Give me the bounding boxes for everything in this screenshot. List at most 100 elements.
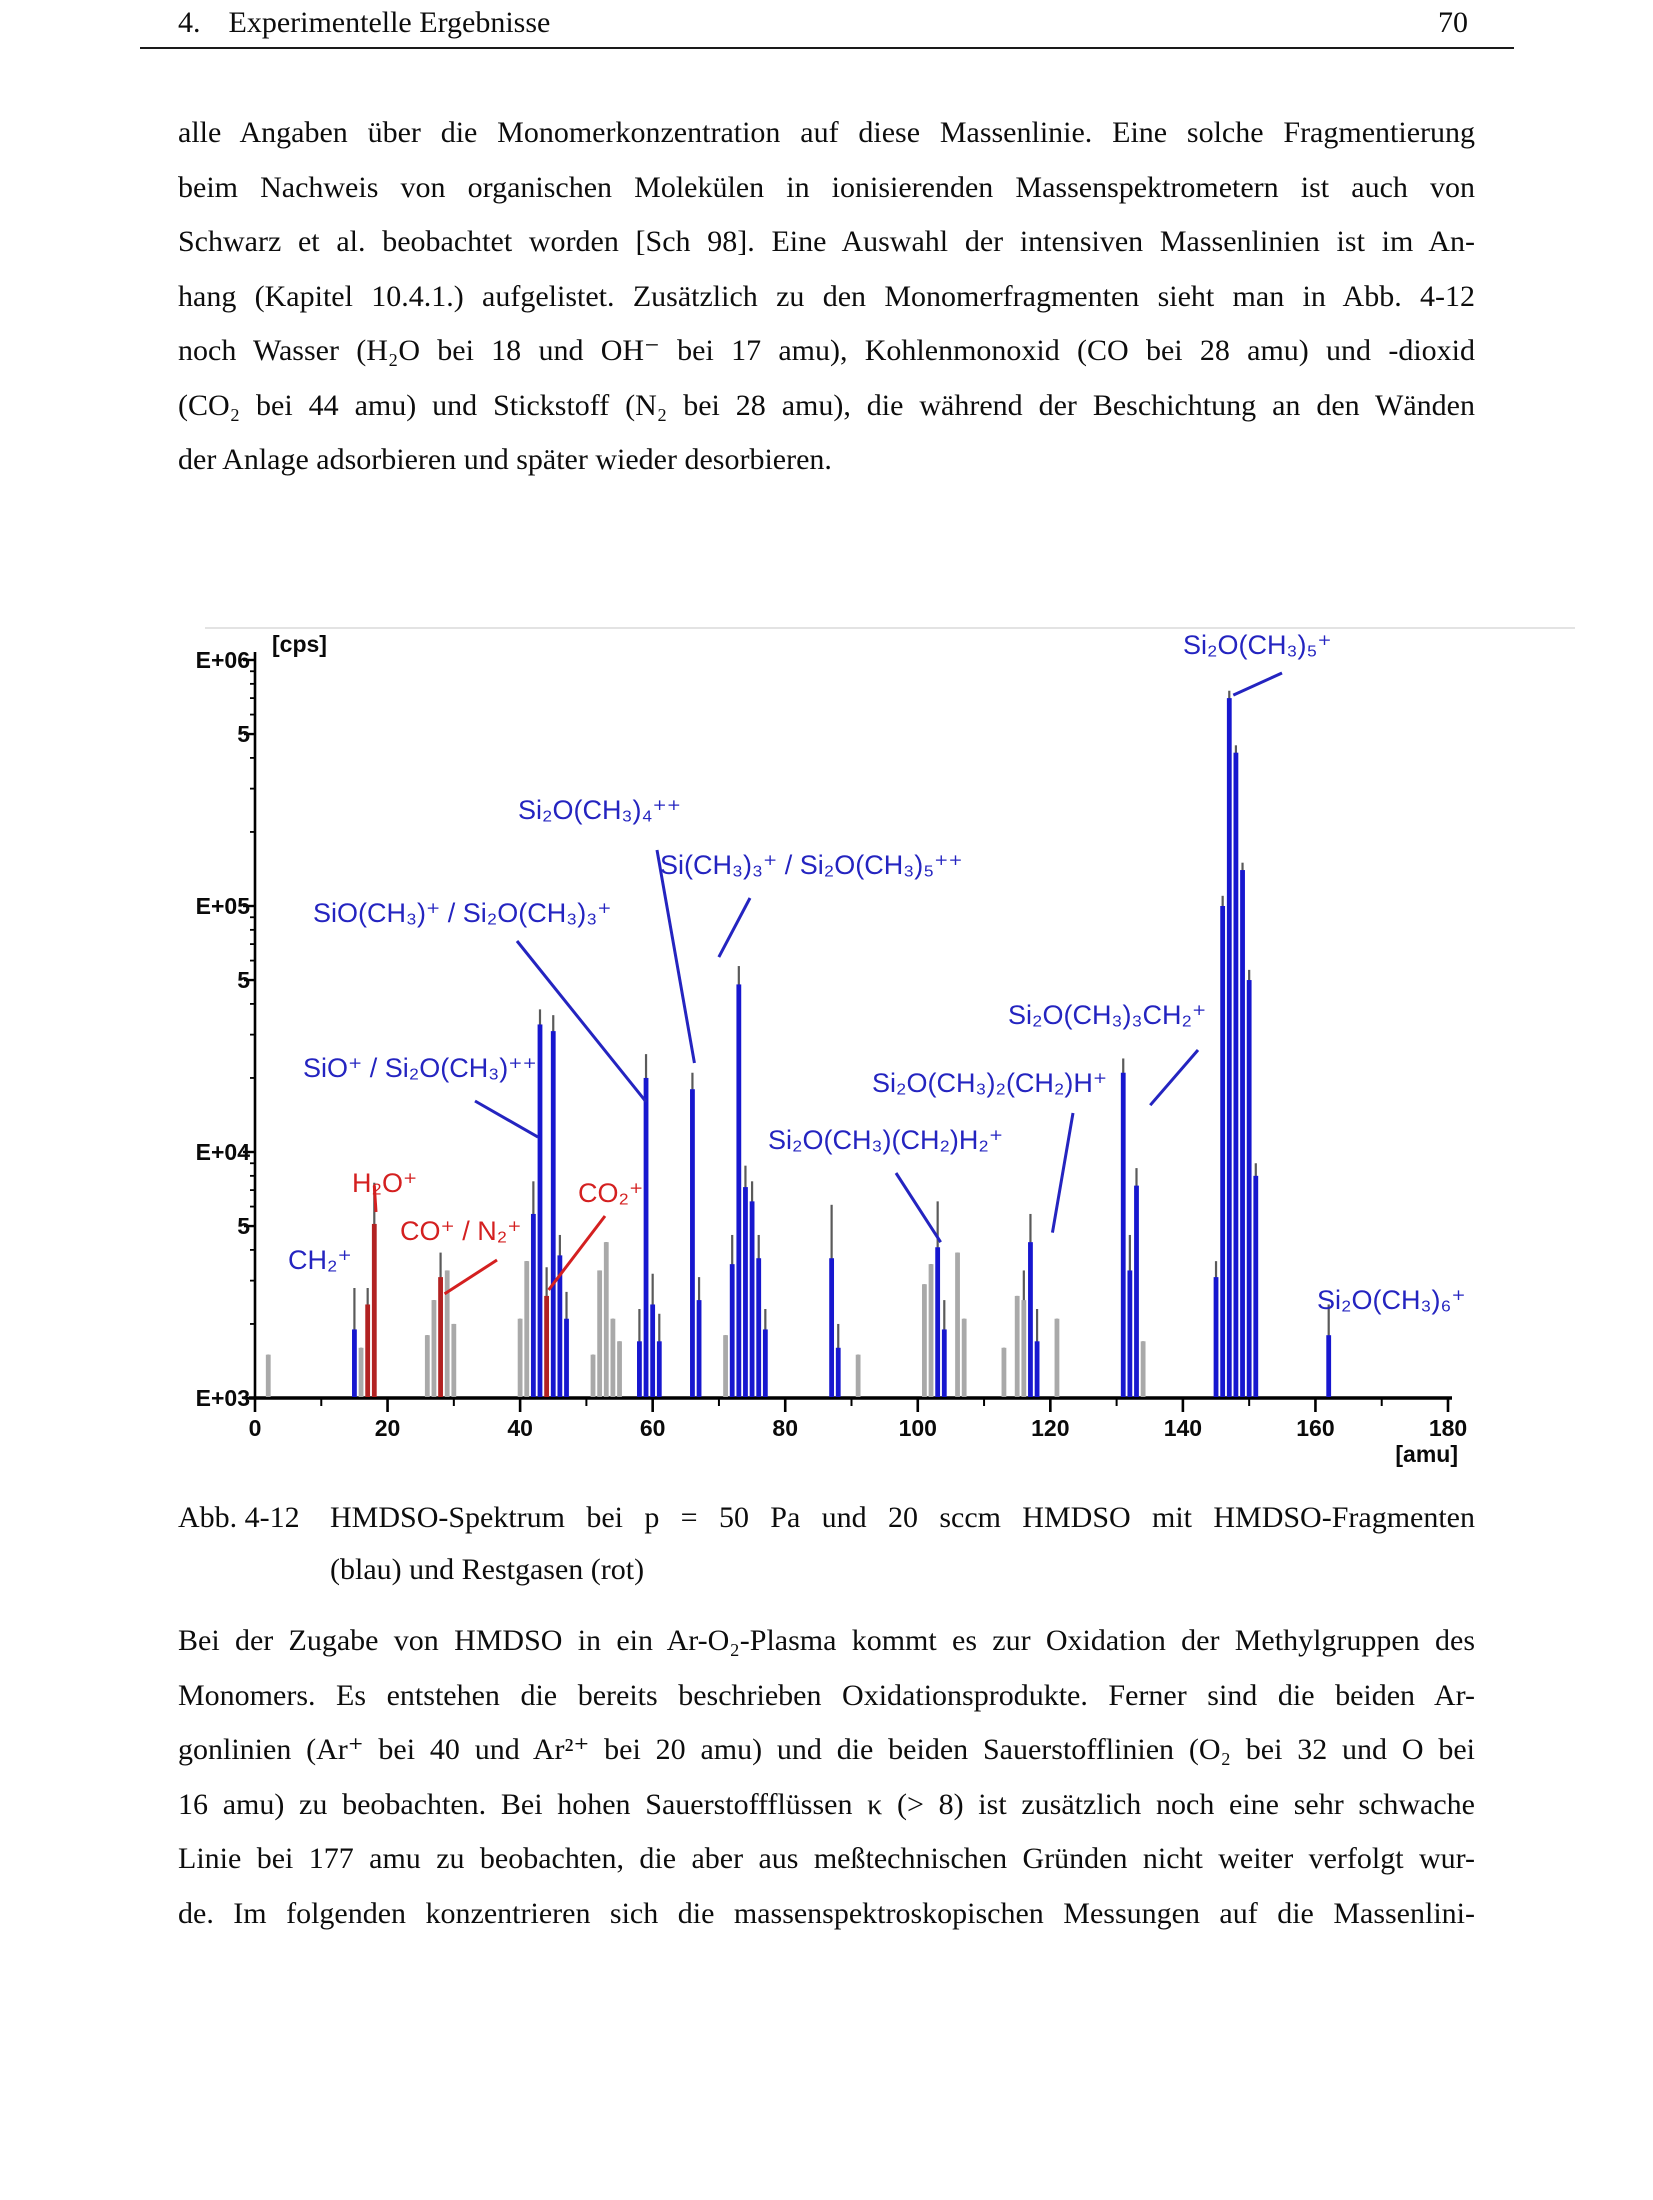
mass-peak-spike — [1122, 1058, 1125, 1397]
mass-peak-spike — [525, 1261, 528, 1397]
mass-peak — [537, 1024, 543, 1397]
text-line: der Anlage adsorbieren und später wieder… — [178, 443, 832, 476]
text-line: 16 amu) zu beobachten. Bei hohen Sauerst… — [178, 1787, 1475, 1821]
mass-peak-spike — [1016, 1295, 1019, 1397]
mass-peak — [1014, 1295, 1020, 1397]
mass-peak — [690, 1089, 695, 1397]
mass-peak-spike — [1128, 1234, 1131, 1397]
mass-peak-spike — [750, 1181, 754, 1397]
mass-peak — [1220, 906, 1226, 1397]
mass-peak — [1001, 1347, 1007, 1397]
mass-peak — [829, 1258, 835, 1397]
mass-peak-spike — [1327, 1304, 1330, 1397]
caption-row-2: (blau) und Restgasen (rot) — [178, 1544, 1475, 1596]
peak-label: Si₂O(CH₃)(CH₂)H₂⁺ — [768, 1125, 1003, 1155]
mass-peak — [352, 1329, 357, 1397]
mass-peak — [1226, 698, 1232, 1397]
text-line: noch Wasser (H₂O bei 18 und OH⁻ bei 17 a… — [178, 334, 1475, 367]
mass-peak-spike — [764, 1309, 767, 1397]
mass-peak — [749, 1201, 755, 1397]
caption-text-line2: (blau) und Restgasen (rot) — [330, 1553, 645, 1586]
peak-pointer-line — [717, 897, 752, 958]
x-tick-label: 120 — [1031, 1415, 1069, 1441]
mass-peak-spike — [644, 1054, 648, 1397]
mass-peak-spike — [545, 1267, 548, 1397]
mass-peak-spike — [1221, 895, 1224, 1397]
mass-peak-spike — [1234, 745, 1238, 1397]
mass-peak — [723, 1335, 728, 1397]
mass-peak — [371, 1223, 377, 1397]
mass-peak-spike — [366, 1287, 369, 1397]
mass-peak-spike — [373, 1182, 376, 1397]
mass-peak — [855, 1354, 861, 1397]
mass-peak — [424, 1335, 430, 1397]
mass-peak-spike — [439, 1252, 442, 1397]
mass-peak-spike — [1035, 1309, 1039, 1397]
text-line: hang (Kapitel 10.4.1.) aufgelistet. Zusä… — [178, 279, 1475, 313]
mass-peak-spike — [552, 1015, 555, 1397]
peak-label: SiO⁺ / Si₂O(CH₃)⁺⁺ — [303, 1053, 537, 1083]
mass-peak — [1127, 1270, 1133, 1397]
x-tick-label: 100 — [899, 1415, 937, 1441]
x-tick-label: 40 — [507, 1415, 533, 1441]
peak-pointer-line — [547, 1215, 607, 1291]
mass-peak — [743, 1187, 748, 1397]
paragraph-1: alle Angaben über die Monomerkonzentrati… — [178, 106, 1475, 488]
mass-peak-spike — [591, 1354, 595, 1397]
x-tick-label: 20 — [375, 1415, 401, 1441]
mass-peak-spike — [936, 1201, 939, 1397]
mass-peak-spike — [519, 1318, 522, 1397]
mass-peak — [544, 1295, 550, 1397]
mass-peak-spike — [605, 1242, 608, 1397]
mass-peak-spike — [611, 1318, 614, 1397]
mass-peak — [431, 1300, 437, 1397]
mass-peak-spike — [1214, 1261, 1218, 1397]
mass-peak-spike — [532, 1181, 535, 1397]
mass-peak-spike — [598, 1270, 601, 1397]
mass-peak-spike — [929, 1264, 933, 1397]
mass-peak — [1140, 1341, 1146, 1397]
caption-label: Abb. 4-12 — [178, 1501, 300, 1534]
mass-peak — [696, 1300, 702, 1397]
mass-peak-spike — [452, 1323, 455, 1397]
page-number: 70 — [1438, 6, 1468, 39]
chart-axes: E+03 5 E+04 5 E+05 5 E+06 0 20 40 60 80 100 120 140 160… — [196, 627, 1575, 1467]
mass-peak-spike — [432, 1300, 436, 1397]
mass-peak — [530, 1213, 536, 1397]
mass-peak — [1134, 1185, 1139, 1397]
mass-peak — [729, 1264, 735, 1397]
peak-pointer-line — [515, 940, 648, 1103]
mass-peak — [550, 1031, 556, 1397]
mass-peak-spike — [837, 1323, 840, 1397]
mass-peak-spike — [963, 1318, 966, 1397]
mass-peak-spike — [691, 1072, 694, 1397]
text-line: (CO₂ bei 44 amu) und Stickstoff (N₂ bei … — [178, 388, 1475, 422]
mass-peak-spike — [744, 1165, 747, 1397]
peak-label: Si(CH₃)₃⁺ / Si₂O(CH₃)₅⁺⁺ — [660, 850, 963, 880]
chart-annotations: Si₂O(CH₃)₅⁺ Si₂O(CH₃)₄⁺⁺ Si(CH₃)₃⁺ / Si₂O(… — [288, 630, 1466, 1315]
mass-peak — [762, 1329, 768, 1397]
mass-peak — [656, 1341, 662, 1397]
x-tick-label: 60 — [640, 1415, 666, 1441]
y-tick-label: 5 — [237, 967, 250, 993]
mass-peak — [438, 1277, 443, 1397]
mass-peak — [637, 1341, 642, 1397]
mass-peak — [365, 1304, 371, 1397]
mass-peak — [1240, 870, 1245, 1397]
x-tick-label: 140 — [1164, 1415, 1202, 1441]
peak-pointer-line — [474, 1099, 539, 1139]
mass-peak — [1034, 1341, 1040, 1397]
y-tick-label: E+04 — [196, 1139, 251, 1165]
y-tick-label: E+06 — [196, 647, 250, 673]
mass-peak — [1213, 1277, 1219, 1397]
mass-peak — [358, 1347, 364, 1397]
mass-peak-spike — [1022, 1270, 1025, 1397]
mass-peak — [1253, 1175, 1259, 1397]
mass-peak-spike — [1055, 1318, 1059, 1397]
y-axis-unit-label: [cps] — [272, 631, 327, 657]
peak-label: Si₂O(CH₃)₅⁺ — [1183, 630, 1332, 660]
peak-pointer-line — [1050, 1112, 1075, 1233]
mass-peak — [617, 1341, 622, 1397]
text-line: de. Im folgenden konzentrieren sich die … — [178, 1896, 1475, 1930]
mass-peak — [1021, 1300, 1027, 1397]
